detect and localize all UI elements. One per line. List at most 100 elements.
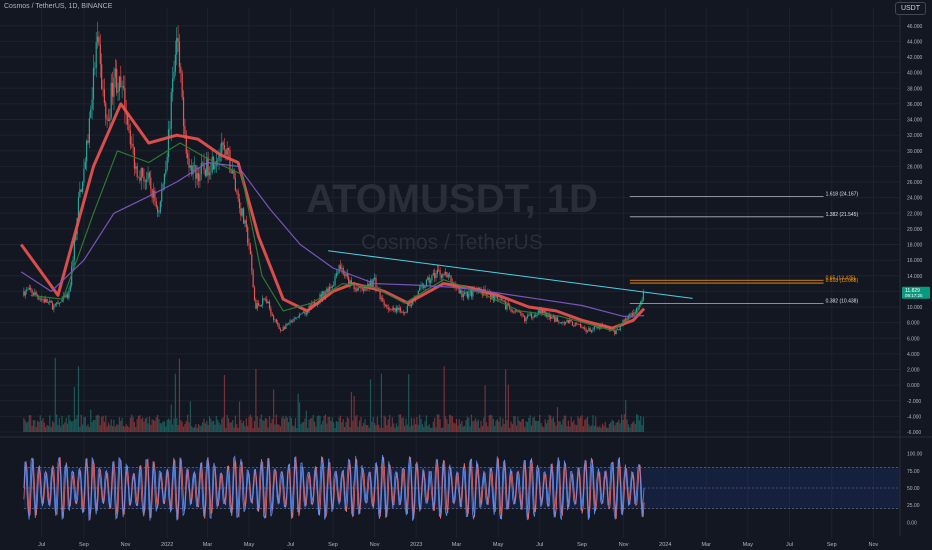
candle-body (500, 298, 503, 300)
candle-body (494, 295, 496, 301)
fib-level-label: 1.618 (24.167) (826, 191, 859, 197)
volume-bar (429, 427, 432, 432)
candle-body (420, 285, 422, 288)
volume-bar (288, 422, 290, 432)
y-tick-label: 18.000 (907, 243, 923, 249)
volume-bar (562, 419, 564, 432)
volume-bar (38, 422, 40, 432)
volume-bar (309, 418, 312, 432)
candle-body (326, 288, 328, 293)
candle-body (578, 324, 580, 325)
candle-body (102, 88, 104, 90)
volume-bar (350, 392, 353, 432)
candle-body (232, 169, 234, 174)
candle-body (27, 289, 29, 291)
candle-body (229, 150, 231, 173)
volume-bar (66, 423, 69, 432)
x-tick-label: Sep (328, 542, 338, 548)
volume-bar (428, 424, 430, 432)
volume-bar (23, 417, 25, 432)
volume-bar (53, 422, 55, 432)
volume-bar (323, 415, 325, 432)
volume-bar (312, 414, 314, 432)
volume-bar (358, 420, 361, 432)
candle-body (596, 326, 598, 329)
candle-body (582, 327, 584, 328)
last-price-tag (902, 286, 930, 299)
volume-bar (277, 424, 279, 432)
candle-body (225, 149, 227, 155)
candle-body (69, 285, 71, 292)
candle-body (148, 172, 151, 178)
volume-bar (195, 424, 197, 432)
volume-bar (447, 424, 449, 432)
volume-bar (60, 426, 62, 432)
volume-bar (79, 426, 81, 432)
y-tick-label: -2.000 (907, 399, 921, 405)
volume-bar (387, 419, 389, 432)
candle-body (200, 163, 202, 175)
volume-bar (152, 420, 155, 432)
candle-body (238, 198, 241, 209)
candle-body (267, 301, 269, 304)
candle-body (374, 277, 376, 280)
volume-bar (68, 415, 70, 432)
candle-body (637, 307, 639, 309)
candle-body (103, 89, 105, 103)
candle-body (540, 309, 542, 314)
volume-bar (121, 417, 123, 432)
candle-body (88, 118, 90, 143)
candle-body (251, 254, 253, 271)
volume-bar (438, 414, 440, 432)
candle-body (444, 272, 447, 275)
candle-body (23, 291, 25, 296)
candle-body (117, 91, 119, 93)
volume-bar (253, 421, 256, 432)
candle-body (247, 227, 249, 244)
candle-body (575, 322, 578, 324)
candle-body (162, 183, 164, 191)
volume-bar (158, 419, 160, 432)
volume-bar (554, 422, 556, 432)
volume-bar (137, 415, 140, 432)
volume-bar (586, 416, 589, 432)
y-tick-label: 10.000 (907, 305, 923, 311)
candle-body (409, 304, 411, 307)
y-tick-label: 4.000 (907, 352, 920, 358)
candle-body (94, 67, 96, 69)
volume-bar (509, 427, 511, 432)
volume-bar (278, 424, 280, 432)
candle-body (405, 312, 407, 313)
y-tick-label: 34.000 (907, 118, 923, 124)
currency-button[interactable]: USDT (894, 2, 926, 15)
volume-bar (197, 423, 200, 432)
volume-bar (360, 416, 362, 432)
y-tick-label: 42.000 (907, 55, 923, 61)
y-tick-label: 46.000 (907, 24, 923, 30)
candle-body (330, 286, 332, 288)
volume-bar (520, 421, 522, 432)
candle-body (556, 317, 559, 322)
x-tick-label: 2023 (410, 542, 422, 548)
y-tick-label: 14.000 (907, 274, 923, 280)
candle-body (182, 97, 185, 126)
candle-body (328, 286, 331, 293)
candle-body (49, 300, 51, 303)
candle-body (462, 294, 464, 298)
volume-bar (271, 418, 273, 432)
candle-body (172, 78, 174, 93)
candle-body (84, 161, 86, 169)
candle-body (54, 303, 56, 306)
candle-body (206, 157, 208, 176)
candle-body (61, 299, 63, 303)
candle-body (525, 317, 527, 322)
volume-bar (528, 417, 530, 432)
candle-body (585, 329, 587, 332)
volume-bar (389, 415, 391, 432)
stoch-y-tick-label: 0.00 (907, 520, 917, 526)
candle-body (262, 298, 264, 305)
volume-bar (283, 418, 286, 432)
trendline[interactable] (328, 250, 693, 299)
volume-bar (87, 424, 89, 432)
candle-body (133, 147, 136, 169)
